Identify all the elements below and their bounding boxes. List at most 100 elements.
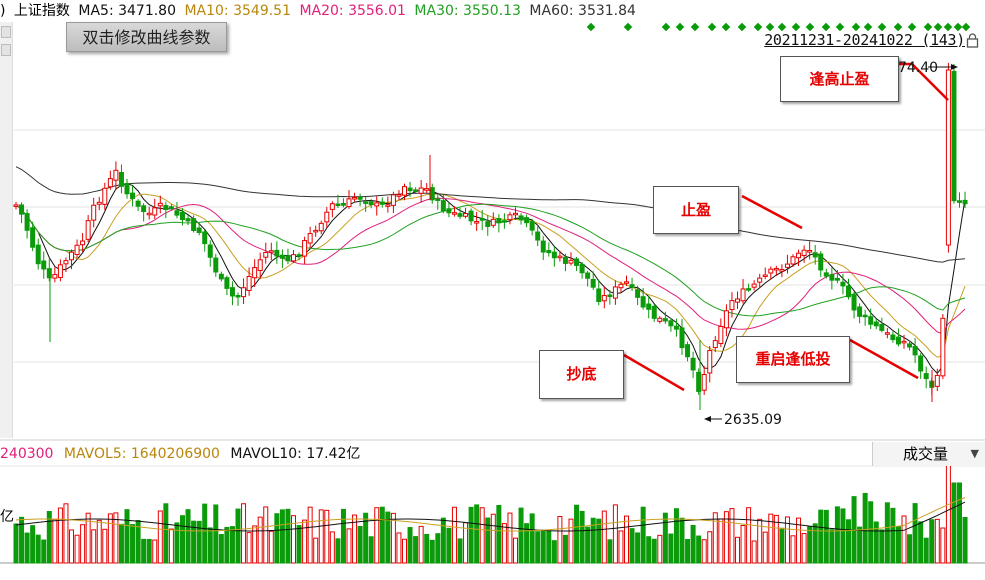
index-name: 上证指数 xyxy=(13,3,70,19)
volume-bar xyxy=(862,492,868,564)
volume-bar xyxy=(268,530,274,564)
moving-average-lines xyxy=(15,166,966,375)
candle-body xyxy=(263,251,269,258)
volume-bar xyxy=(945,462,951,564)
volume-bar xyxy=(46,511,52,564)
candle-body xyxy=(779,268,785,272)
volume-bar xyxy=(635,532,641,564)
candle-body xyxy=(479,218,485,221)
scroll-down-button[interactable] xyxy=(1,44,11,56)
annotation-take-profit-high: 逢高止盈 xyxy=(780,56,899,102)
volume-bar xyxy=(196,520,202,564)
scroll-up-button[interactable] xyxy=(1,26,11,38)
ma-line xyxy=(15,203,966,317)
candle-body xyxy=(851,294,857,311)
candle-body xyxy=(585,272,591,279)
candle-body xyxy=(446,208,452,214)
volume-bar xyxy=(429,539,435,564)
signal-marker xyxy=(737,22,747,32)
candle-body xyxy=(574,258,580,266)
volume-bar xyxy=(801,533,807,564)
volume-bar xyxy=(296,525,302,564)
candle-body xyxy=(657,317,663,322)
candle-body xyxy=(934,374,940,387)
candle-body xyxy=(662,318,668,322)
candle-body xyxy=(46,268,52,279)
volume-bar xyxy=(357,525,363,564)
lock-icon[interactable] xyxy=(966,33,979,52)
signal-marker xyxy=(721,22,731,32)
candle-body xyxy=(241,287,247,298)
signal-marker xyxy=(933,22,943,32)
volume-bar xyxy=(884,502,890,564)
volume-bar xyxy=(829,529,835,564)
volume-bar xyxy=(63,503,69,564)
annotation-restart-dip-buy: 重启逢低投 xyxy=(736,336,850,383)
volume-legend-bar: 240300 MAVOL5: 1640206900 MAVOL10: 17.42… xyxy=(0,442,985,466)
volume-bar xyxy=(291,515,296,564)
ma-line xyxy=(15,197,966,335)
candle-body xyxy=(307,233,313,244)
volume-bar xyxy=(951,482,957,564)
annotation-connector xyxy=(623,353,685,392)
volume-bar xyxy=(601,510,607,564)
candle-body xyxy=(624,281,629,284)
indicator-select[interactable]: 成交量 ▼ xyxy=(872,442,985,466)
volume-bar xyxy=(929,519,935,564)
candle-body xyxy=(868,316,874,325)
volume-bar xyxy=(668,533,674,564)
volume-bar xyxy=(735,536,740,564)
volume-bar xyxy=(690,524,696,564)
candle-body xyxy=(485,221,491,227)
candle-body xyxy=(918,355,924,372)
volume-bar xyxy=(868,501,874,564)
volume-bar xyxy=(340,508,346,564)
volume-bar xyxy=(257,516,263,564)
volume-bar xyxy=(579,510,585,564)
volume-bar xyxy=(413,536,419,564)
left-scrollbar[interactable] xyxy=(0,22,13,438)
volume-bar xyxy=(940,527,946,564)
volume-bar xyxy=(757,518,763,564)
candle-body xyxy=(646,303,652,310)
candle-body xyxy=(957,200,962,203)
candle-body xyxy=(318,222,324,232)
volume-bar xyxy=(479,507,485,564)
edit-curve-params-tooltip[interactable]: 双击修改曲线参数 xyxy=(66,22,227,52)
candle-body xyxy=(390,194,396,206)
candle-body xyxy=(685,344,691,358)
candle-body xyxy=(363,201,369,204)
volume-bar xyxy=(496,504,502,564)
candle-body xyxy=(279,254,285,259)
volume-bar xyxy=(912,503,918,564)
volume-bar xyxy=(302,519,308,564)
candle-body xyxy=(884,332,890,335)
date-range-label[interactable]: 20211231-20241022 (143) xyxy=(764,31,965,49)
candle-body xyxy=(69,251,74,261)
candle-body xyxy=(540,240,546,253)
volume-bar xyxy=(784,516,790,564)
volume-bar xyxy=(418,525,424,564)
volume-bar xyxy=(263,506,269,564)
volume-bar xyxy=(91,529,97,564)
candle-body xyxy=(402,186,407,196)
candle-body xyxy=(712,340,718,349)
candle-body xyxy=(207,244,213,258)
volume-bar xyxy=(513,537,518,564)
volume-bar xyxy=(962,516,968,564)
volume-bar xyxy=(318,509,324,564)
volume-bar xyxy=(779,527,785,564)
candle-body xyxy=(141,205,147,213)
mavol5-label: MAVOL5: 1640206900 xyxy=(63,446,220,462)
legend-prefix: ) xyxy=(0,3,6,19)
volume-bar xyxy=(285,508,291,564)
candle-body xyxy=(701,373,707,391)
volume-bar xyxy=(834,506,840,564)
volume-bar xyxy=(102,528,108,564)
annotation-bottom-fish: 抄底 xyxy=(539,350,624,399)
candle-body xyxy=(790,256,796,265)
candle-body xyxy=(213,257,219,273)
candle-body xyxy=(257,259,263,272)
volume-bar xyxy=(879,529,885,564)
